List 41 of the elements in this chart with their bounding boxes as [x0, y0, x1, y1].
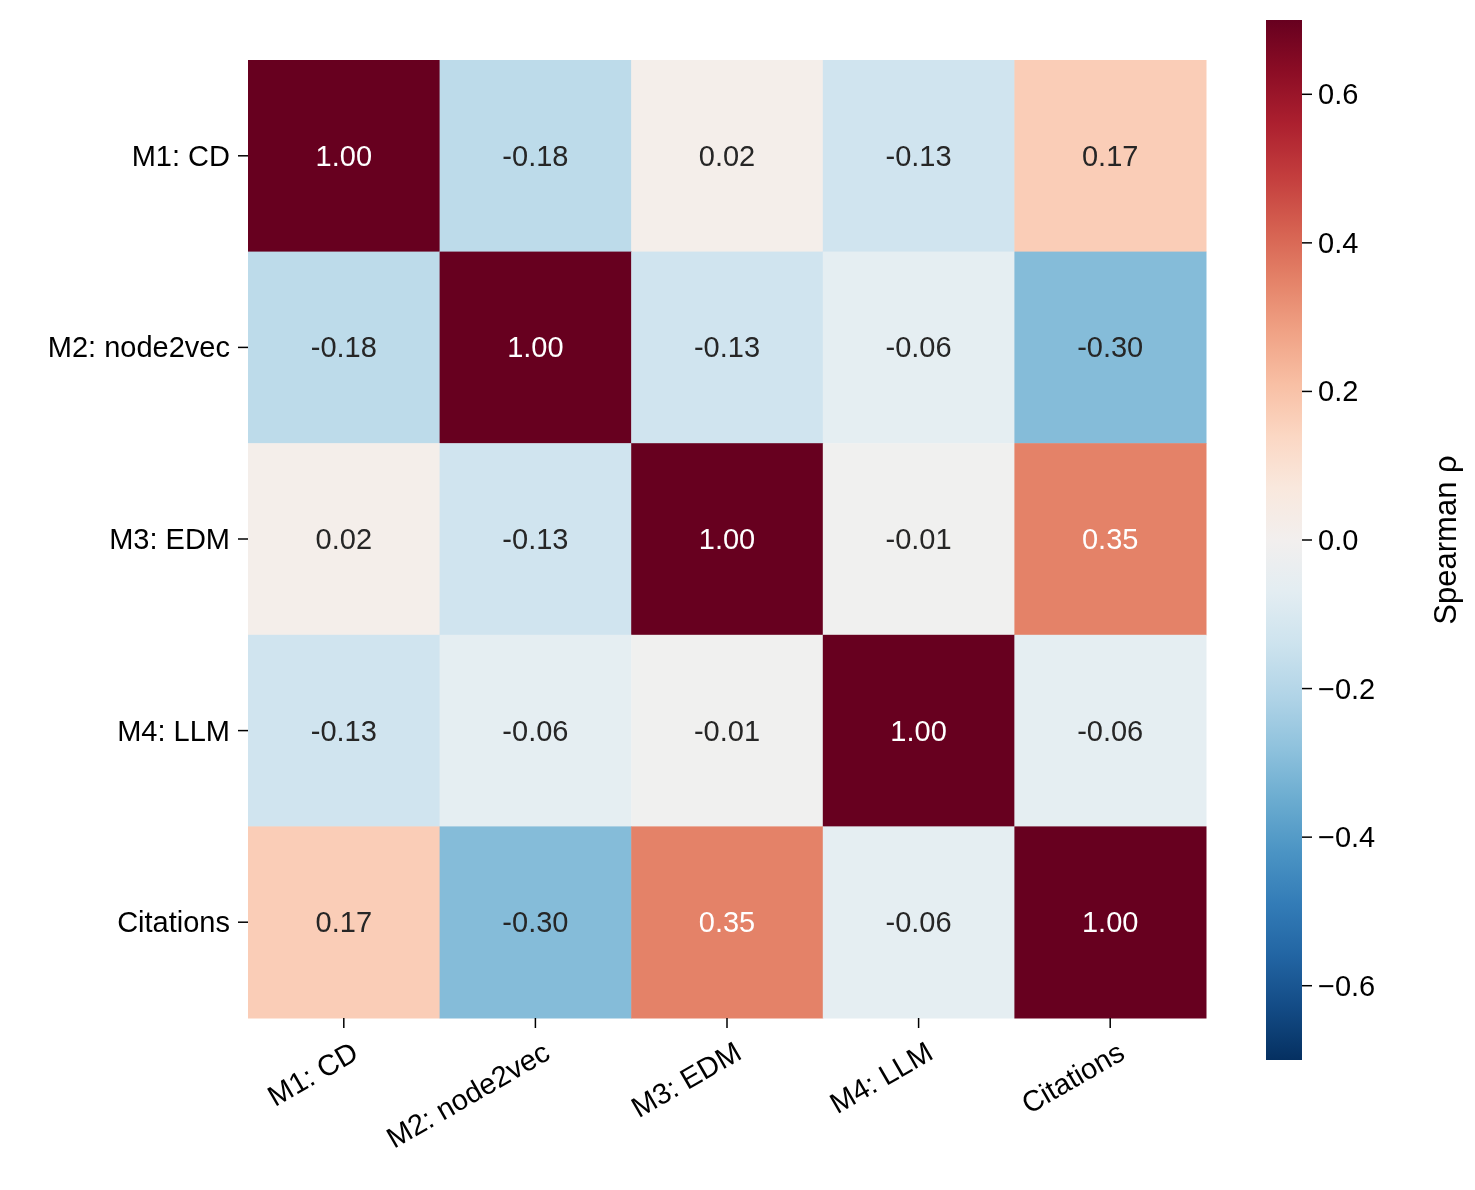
x-tick-label: M4: LLM	[824, 1035, 938, 1120]
data-label: 1.00	[315, 139, 373, 172]
y-tick-label: M1: CD	[131, 139, 230, 172]
color-bar-label: 0.0	[1318, 524, 1359, 556]
data-label: -0.30	[502, 906, 569, 939]
data-label: 0.17	[315, 906, 373, 939]
data-label: -0.13	[310, 714, 377, 747]
color-bar-label: 0.2	[1318, 375, 1359, 408]
color-bar-label: 0.6	[1318, 78, 1359, 111]
data-label: 1.00	[890, 714, 947, 747]
data-label: 0.02	[698, 139, 756, 172]
color-bar-title: Spearman ρ	[1427, 455, 1463, 625]
data-label: -0.13	[885, 139, 952, 172]
data-label: 1.00	[1081, 906, 1139, 939]
data-label: 1.00	[507, 331, 564, 364]
data-label: -0.06	[885, 331, 952, 364]
data-label: 0.35	[698, 906, 756, 939]
y-tick-label: Citations	[117, 906, 230, 939]
data-label: 0.02	[315, 523, 373, 555]
data-label: -0.13	[693, 331, 761, 364]
data-label: 1.00	[698, 523, 756, 555]
color-bar-label: −0.2	[1318, 672, 1376, 705]
y-tick-label: M2: node2vec	[47, 331, 230, 364]
x-tick-label: M1: CD	[262, 1035, 364, 1113]
data-label: -0.06	[502, 714, 569, 747]
data-label: 0.17	[1081, 139, 1139, 172]
color-bar-label: −0.4	[1318, 821, 1376, 854]
data-label: -0.13	[502, 523, 569, 555]
data-label: -0.01	[693, 714, 761, 747]
y-tick-label: M3: EDM	[109, 523, 230, 555]
data-label: -0.06	[1077, 714, 1144, 747]
x-tick-label: M3: EDM	[625, 1035, 747, 1124]
color-bar-label: 0.4	[1318, 226, 1359, 259]
data-label: 0.35	[1081, 523, 1139, 555]
data-label: -0.18	[502, 139, 569, 172]
y-tick-label: M4: LLM	[117, 714, 230, 747]
data-label: -0.30	[1077, 331, 1144, 364]
data-label: -0.06	[885, 906, 952, 939]
color-bar-label: −0.6	[1318, 969, 1376, 1002]
data-label: -0.01	[885, 523, 952, 555]
data-label: -0.18	[310, 331, 377, 364]
